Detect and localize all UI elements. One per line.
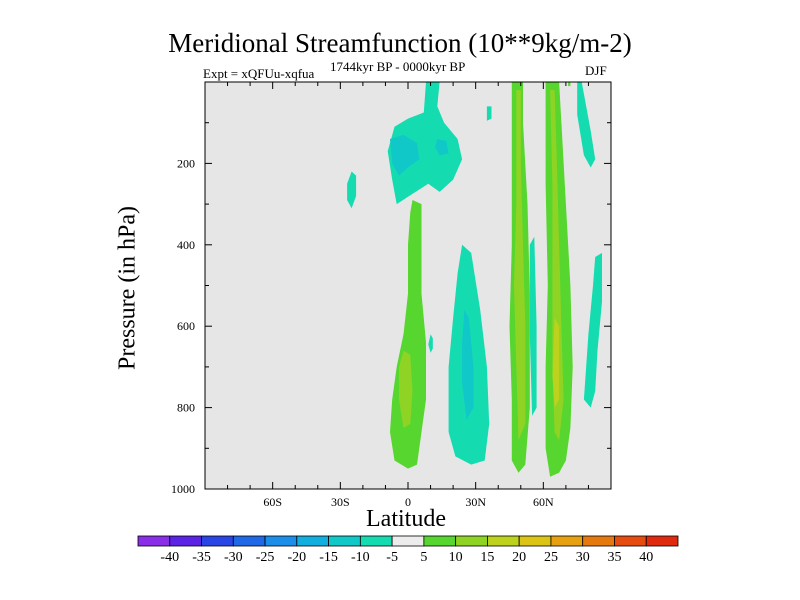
contour-small-neg-blob — [428, 334, 433, 353]
experiment-label: Expt = xQFUu-xqfua — [203, 66, 315, 81]
y-tick-label: 600 — [177, 319, 195, 333]
colorbar-label: -15 — [319, 550, 338, 565]
colorbar-swatch — [455, 535, 488, 547]
colorbar-swatch — [487, 535, 520, 547]
colorbar-label: -35 — [192, 550, 211, 565]
colorbar-label: 35 — [607, 550, 621, 565]
contour-sh-deep-pos — [390, 200, 426, 469]
contour-sh-small-neg — [347, 171, 357, 209]
contour-sh-deep-pos-core — [399, 350, 413, 428]
x-tick-label: 30S — [331, 495, 350, 509]
colorbar-label: -20 — [287, 550, 306, 565]
colorbar-swatch — [201, 535, 234, 547]
colorbar-label: 10 — [449, 550, 463, 565]
contour-upper-trop-eq — [387, 82, 463, 205]
colorbar-label: 30 — [576, 550, 590, 565]
period-label: 1744kyr BP - 0000kyr BP — [330, 59, 466, 74]
axis-ticks: 60S 30S 0 30N 60N 200 400 600 800 1000 — [171, 82, 611, 509]
colorbar-swatch — [518, 535, 552, 547]
colorbar-swatch — [614, 535, 647, 547]
colorbar-label: -25 — [256, 550, 275, 565]
y-tick-label: 400 — [177, 238, 195, 252]
colorbar-swatch — [264, 535, 298, 547]
colorbar-swatch — [550, 535, 584, 547]
colorbar-swatch — [137, 535, 171, 547]
contour-nh-pos-top-thin — [568, 82, 571, 87]
colorbar-swatch — [328, 535, 361, 547]
colorbar: -40 -35 -30 -25 -20 -15 -10 -5 5 10 15 20 25 30 35 40 — [137, 535, 679, 565]
contour-upper-trop-core-2 — [435, 139, 449, 156]
contour-eq-upper-neg-small — [486, 106, 492, 121]
colorbar-label: 25 — [544, 550, 558, 565]
colorbar-label: 15 — [480, 550, 494, 565]
season-label: DJF — [585, 63, 607, 78]
colorbar-label: -5 — [386, 550, 398, 565]
y-tick-label: 200 — [177, 156, 195, 170]
colorbar-swatch — [359, 535, 393, 547]
colorbar-label: 5 — [420, 550, 427, 565]
colorbar-label: -10 — [351, 550, 370, 565]
contour-nh-pos-1-core — [514, 90, 526, 441]
colorbar-swatch — [296, 535, 329, 547]
colorbar-label: -40 — [160, 550, 179, 565]
contour-nh-high-neg — [577, 82, 596, 168]
x-tick-label: 60S — [263, 495, 282, 509]
y-tick-label: 1000 — [171, 482, 195, 496]
colorbar-swatch — [232, 535, 266, 547]
colorbar-label: 40 — [639, 550, 653, 565]
chart-title: Meridional Streamfunction (10**9kg/m-2) — [168, 28, 632, 58]
contour-nh-pos-2-peak — [552, 318, 560, 408]
x-tick-label: 30N — [465, 495, 486, 509]
contour-regions — [347, 82, 602, 477]
colorbar-swatch — [423, 535, 457, 547]
colorbar-swatch — [169, 535, 202, 547]
colorbar-label: -30 — [224, 550, 243, 565]
contour-upper-trop-core — [390, 134, 420, 176]
x-tick-label: 0 — [405, 495, 411, 509]
contour-nh-high-neg-low — [583, 252, 602, 408]
contour-nh-neg-mid — [529, 236, 537, 416]
x-axis-label: Latitude — [366, 506, 446, 532]
colorbar-swatch — [645, 535, 679, 547]
y-tick-label: 800 — [177, 401, 195, 415]
colorbar-swatch — [391, 535, 425, 547]
colorbar-label: 20 — [512, 550, 526, 565]
x-tick-label: 60N — [533, 495, 554, 509]
colorbar-swatch — [582, 535, 615, 547]
contour-nh-tropics-neg-core — [462, 309, 474, 420]
